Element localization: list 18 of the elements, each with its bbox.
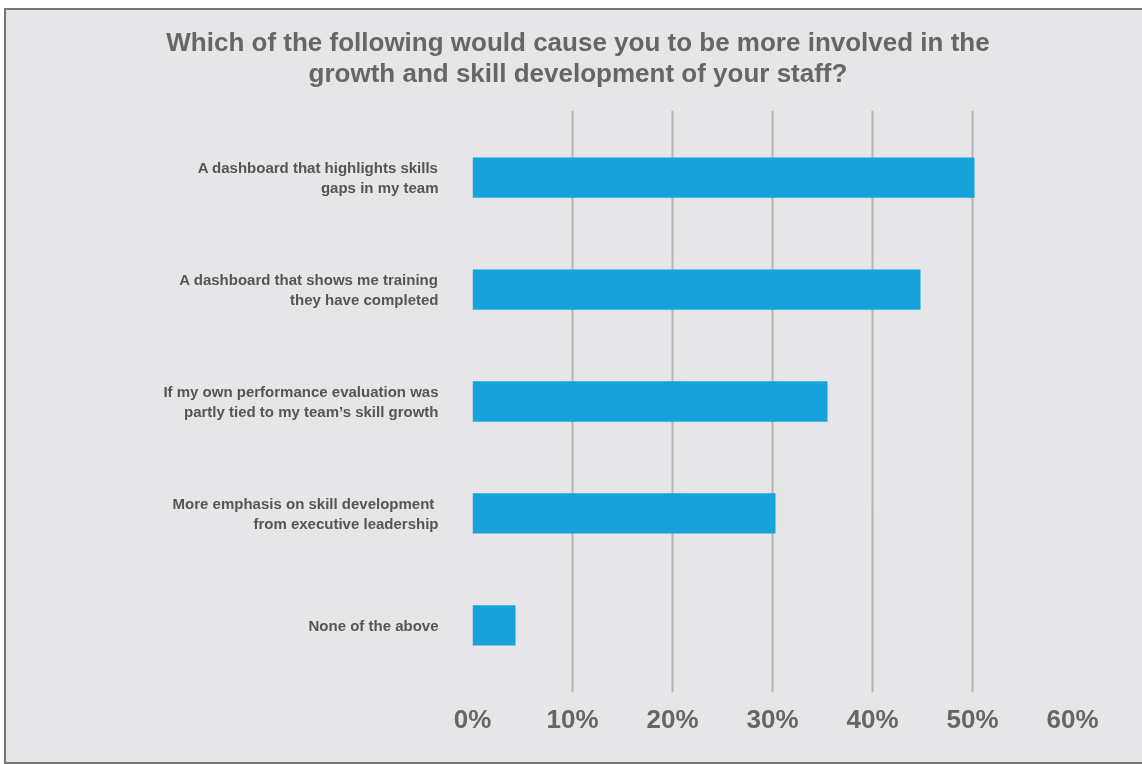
bar — [472, 157, 975, 198]
x-tick-label: 60% — [1046, 703, 1099, 734]
bar — [472, 269, 921, 310]
x-tick-label: 30% — [746, 703, 799, 734]
y-tick-label: A dashboard that highlights skills gaps in my team — [197, 158, 439, 197]
y-tick-label: More emphasis on skill development from executive leadership — [172, 494, 439, 533]
bar — [472, 493, 776, 534]
x-tick-label: 40% — [846, 703, 899, 734]
y-tick-label: None of the above — [308, 616, 439, 634]
bar — [472, 605, 516, 646]
x-tick-label: 0% — [453, 703, 492, 734]
bar — [472, 381, 828, 422]
x-tick-label: 10% — [546, 703, 599, 734]
x-tick-label: 50% — [946, 703, 999, 734]
y-tick-label: If my own performance evaluation was partly tied to my team’s skill growth — [163, 382, 439, 421]
x-tick-label: 20% — [646, 703, 699, 734]
y-tick-label: A dashboard that shows me training they have completed — [179, 270, 439, 309]
chart-title: Which of the following would cause you to be more involved in the growth and skill development of your staff? — [166, 27, 990, 90]
